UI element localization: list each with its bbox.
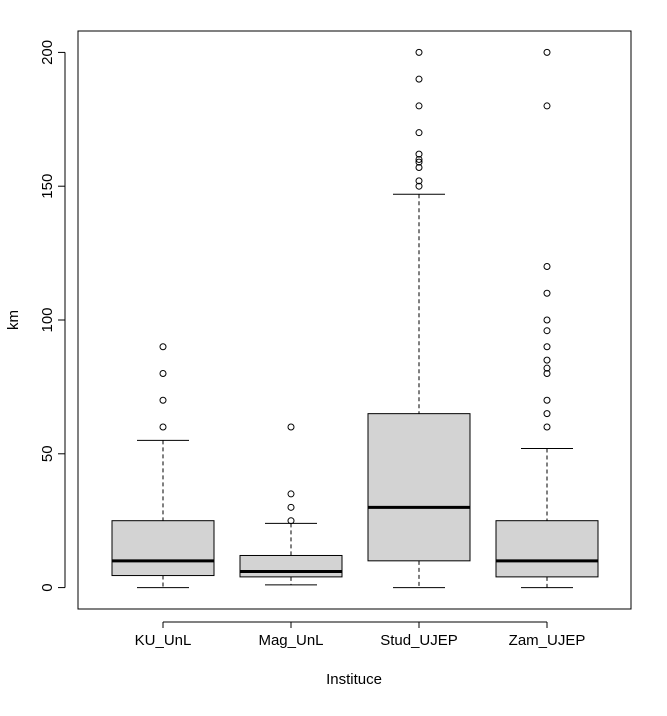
y-axis: 0 50 100 150 200 bbox=[39, 40, 66, 592]
x-tick-label: KU_UnL bbox=[135, 632, 192, 649]
y-tick-label: 150 bbox=[39, 174, 56, 199]
y-tick-label: 200 bbox=[39, 40, 56, 65]
outlier-point bbox=[543, 356, 551, 364]
x-axis-label: Instituce bbox=[326, 671, 382, 688]
box-KU_UnL bbox=[111, 343, 215, 589]
outlier-point bbox=[543, 262, 551, 270]
outlier-point bbox=[159, 370, 167, 378]
outlier-point bbox=[543, 423, 551, 431]
box-Stud_UJEP bbox=[367, 48, 471, 589]
outlier-point bbox=[159, 396, 167, 404]
iqr-box bbox=[495, 520, 599, 578]
outlier-point bbox=[415, 177, 423, 185]
outlier-point bbox=[415, 75, 423, 83]
outlier-point bbox=[415, 163, 423, 171]
outlier-point bbox=[543, 370, 551, 378]
outlier-point bbox=[287, 503, 295, 511]
outlier-point bbox=[415, 155, 423, 163]
outlier-point bbox=[543, 343, 551, 351]
outlier-point bbox=[415, 48, 423, 56]
x-tick-label: Zam_UJEP bbox=[509, 632, 586, 649]
box-Mag_UnL bbox=[239, 423, 343, 586]
outlier-point bbox=[543, 364, 551, 372]
outlier-point bbox=[543, 48, 551, 56]
outlier-point bbox=[287, 423, 295, 431]
outlier-point bbox=[543, 316, 551, 324]
outlier-point bbox=[543, 327, 551, 335]
outlier-point bbox=[543, 289, 551, 297]
outlier-point bbox=[159, 343, 167, 351]
outlier-point bbox=[287, 490, 295, 498]
plot-frame bbox=[77, 30, 632, 610]
outlier-point bbox=[415, 150, 423, 158]
outlier-point bbox=[415, 129, 423, 137]
x-tick-label: Stud_UJEP bbox=[380, 632, 458, 649]
iqr-box bbox=[111, 520, 215, 577]
outlier-point bbox=[543, 396, 551, 404]
iqr-box bbox=[367, 413, 471, 562]
boxes-layer bbox=[111, 48, 599, 589]
outlier-point bbox=[415, 182, 423, 190]
outlier-point bbox=[415, 158, 423, 166]
outlier-point bbox=[287, 517, 295, 525]
y-axis-label: km bbox=[5, 310, 22, 330]
box-Zam_UJEP bbox=[495, 48, 599, 589]
y-tick-label: 100 bbox=[39, 307, 56, 332]
outlier-point bbox=[543, 410, 551, 418]
iqr-box bbox=[239, 554, 343, 578]
y-tick-label: 0 bbox=[39, 583, 56, 591]
x-tick-label: Mag_UnL bbox=[258, 632, 323, 649]
y-tick-label: 50 bbox=[39, 445, 56, 462]
outlier-point bbox=[415, 102, 423, 110]
outlier-point bbox=[159, 423, 167, 431]
x-axis: KU_UnL Mag_UnL Stud_UJEP Zam_UJEP bbox=[135, 621, 586, 649]
outlier-point bbox=[543, 102, 551, 110]
